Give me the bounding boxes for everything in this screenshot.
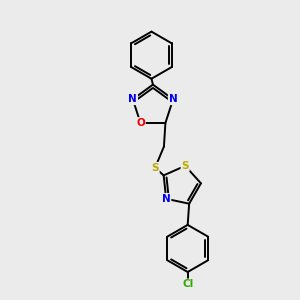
Text: S: S <box>182 161 189 171</box>
Text: N: N <box>128 94 137 104</box>
Text: O: O <box>136 118 145 128</box>
Text: Cl: Cl <box>182 279 193 290</box>
Text: N: N <box>162 194 170 204</box>
Text: N: N <box>169 94 178 104</box>
Text: S: S <box>151 163 159 173</box>
